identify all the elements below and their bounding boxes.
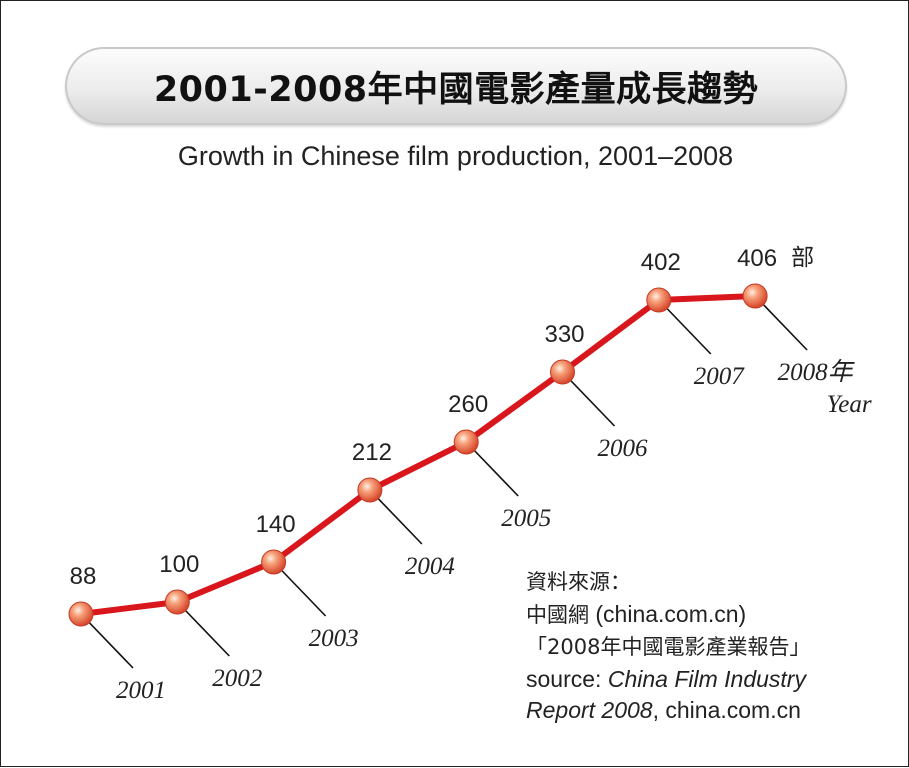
year-label-2006: 2006 [598,435,649,462]
year-label-2004: 2004 [405,553,455,580]
year-label-2003: 2003 [309,625,359,652]
series-line [78,293,759,617]
source-heading: 資料來源： [526,570,631,594]
value-label-2004: 212 [352,439,392,466]
value-label-2008: 406 [737,245,777,272]
year-label-2001: 2001 [116,677,166,704]
data-point-2006 [550,359,575,385]
year-label-2008: 2008年 [778,358,856,386]
title-banner: 2001-2008年中國電影產量成長趨勢 [65,47,847,125]
source-report-title-2: Report 2008 [526,697,653,723]
source-report-cjk: 「2008年中國電影產業報告」 [526,635,811,659]
data-point-2002 [164,589,190,615]
year-label-2002: 2002 [212,665,262,692]
value-label-2006: 330 [544,321,584,348]
data-point-2005 [453,429,479,455]
source-report-site: , china.com.cn [652,697,801,723]
year-label-2007: 2007 [694,363,746,390]
source-site-cjk: 中國網 [526,602,589,627]
data-point-2003 [261,549,287,575]
data-markers [68,283,768,627]
value-label-2002: 100 [159,551,199,578]
year-labels: 2001 2002 2003 2004 2005 2006 2007 2008年 [116,358,856,704]
data-point-2004 [357,477,383,503]
value-label-2005: 260 [448,391,488,418]
value-label-2007: 402 [641,249,681,276]
value-label-2001: 88 [70,563,97,590]
value-label-2003: 140 [256,511,296,538]
chart-title: 2001-2008年中國電影產量成長趨勢 [153,69,759,110]
data-point-2001 [68,601,94,627]
chart-subtitle: Growth in Chinese film production, 2001–… [177,141,734,171]
source-site-url: (china.com.cn) [589,600,747,627]
unit-label: 部 [791,245,814,271]
year-label-2005: 2005 [501,505,551,532]
source-note: 資料來源： 中國網 (china.com.cn) 「2008年中國電影產業報告」… [526,566,810,727]
data-point-2008 [742,283,768,309]
data-point-2007 [646,287,672,313]
source-report-title-1: China Film Industry [607,665,806,692]
x-axis-unit-label: Year [827,391,872,418]
source-prefix: source: [526,665,608,692]
value-labels: 88 100 140 212 260 330 402 406 [70,245,777,590]
